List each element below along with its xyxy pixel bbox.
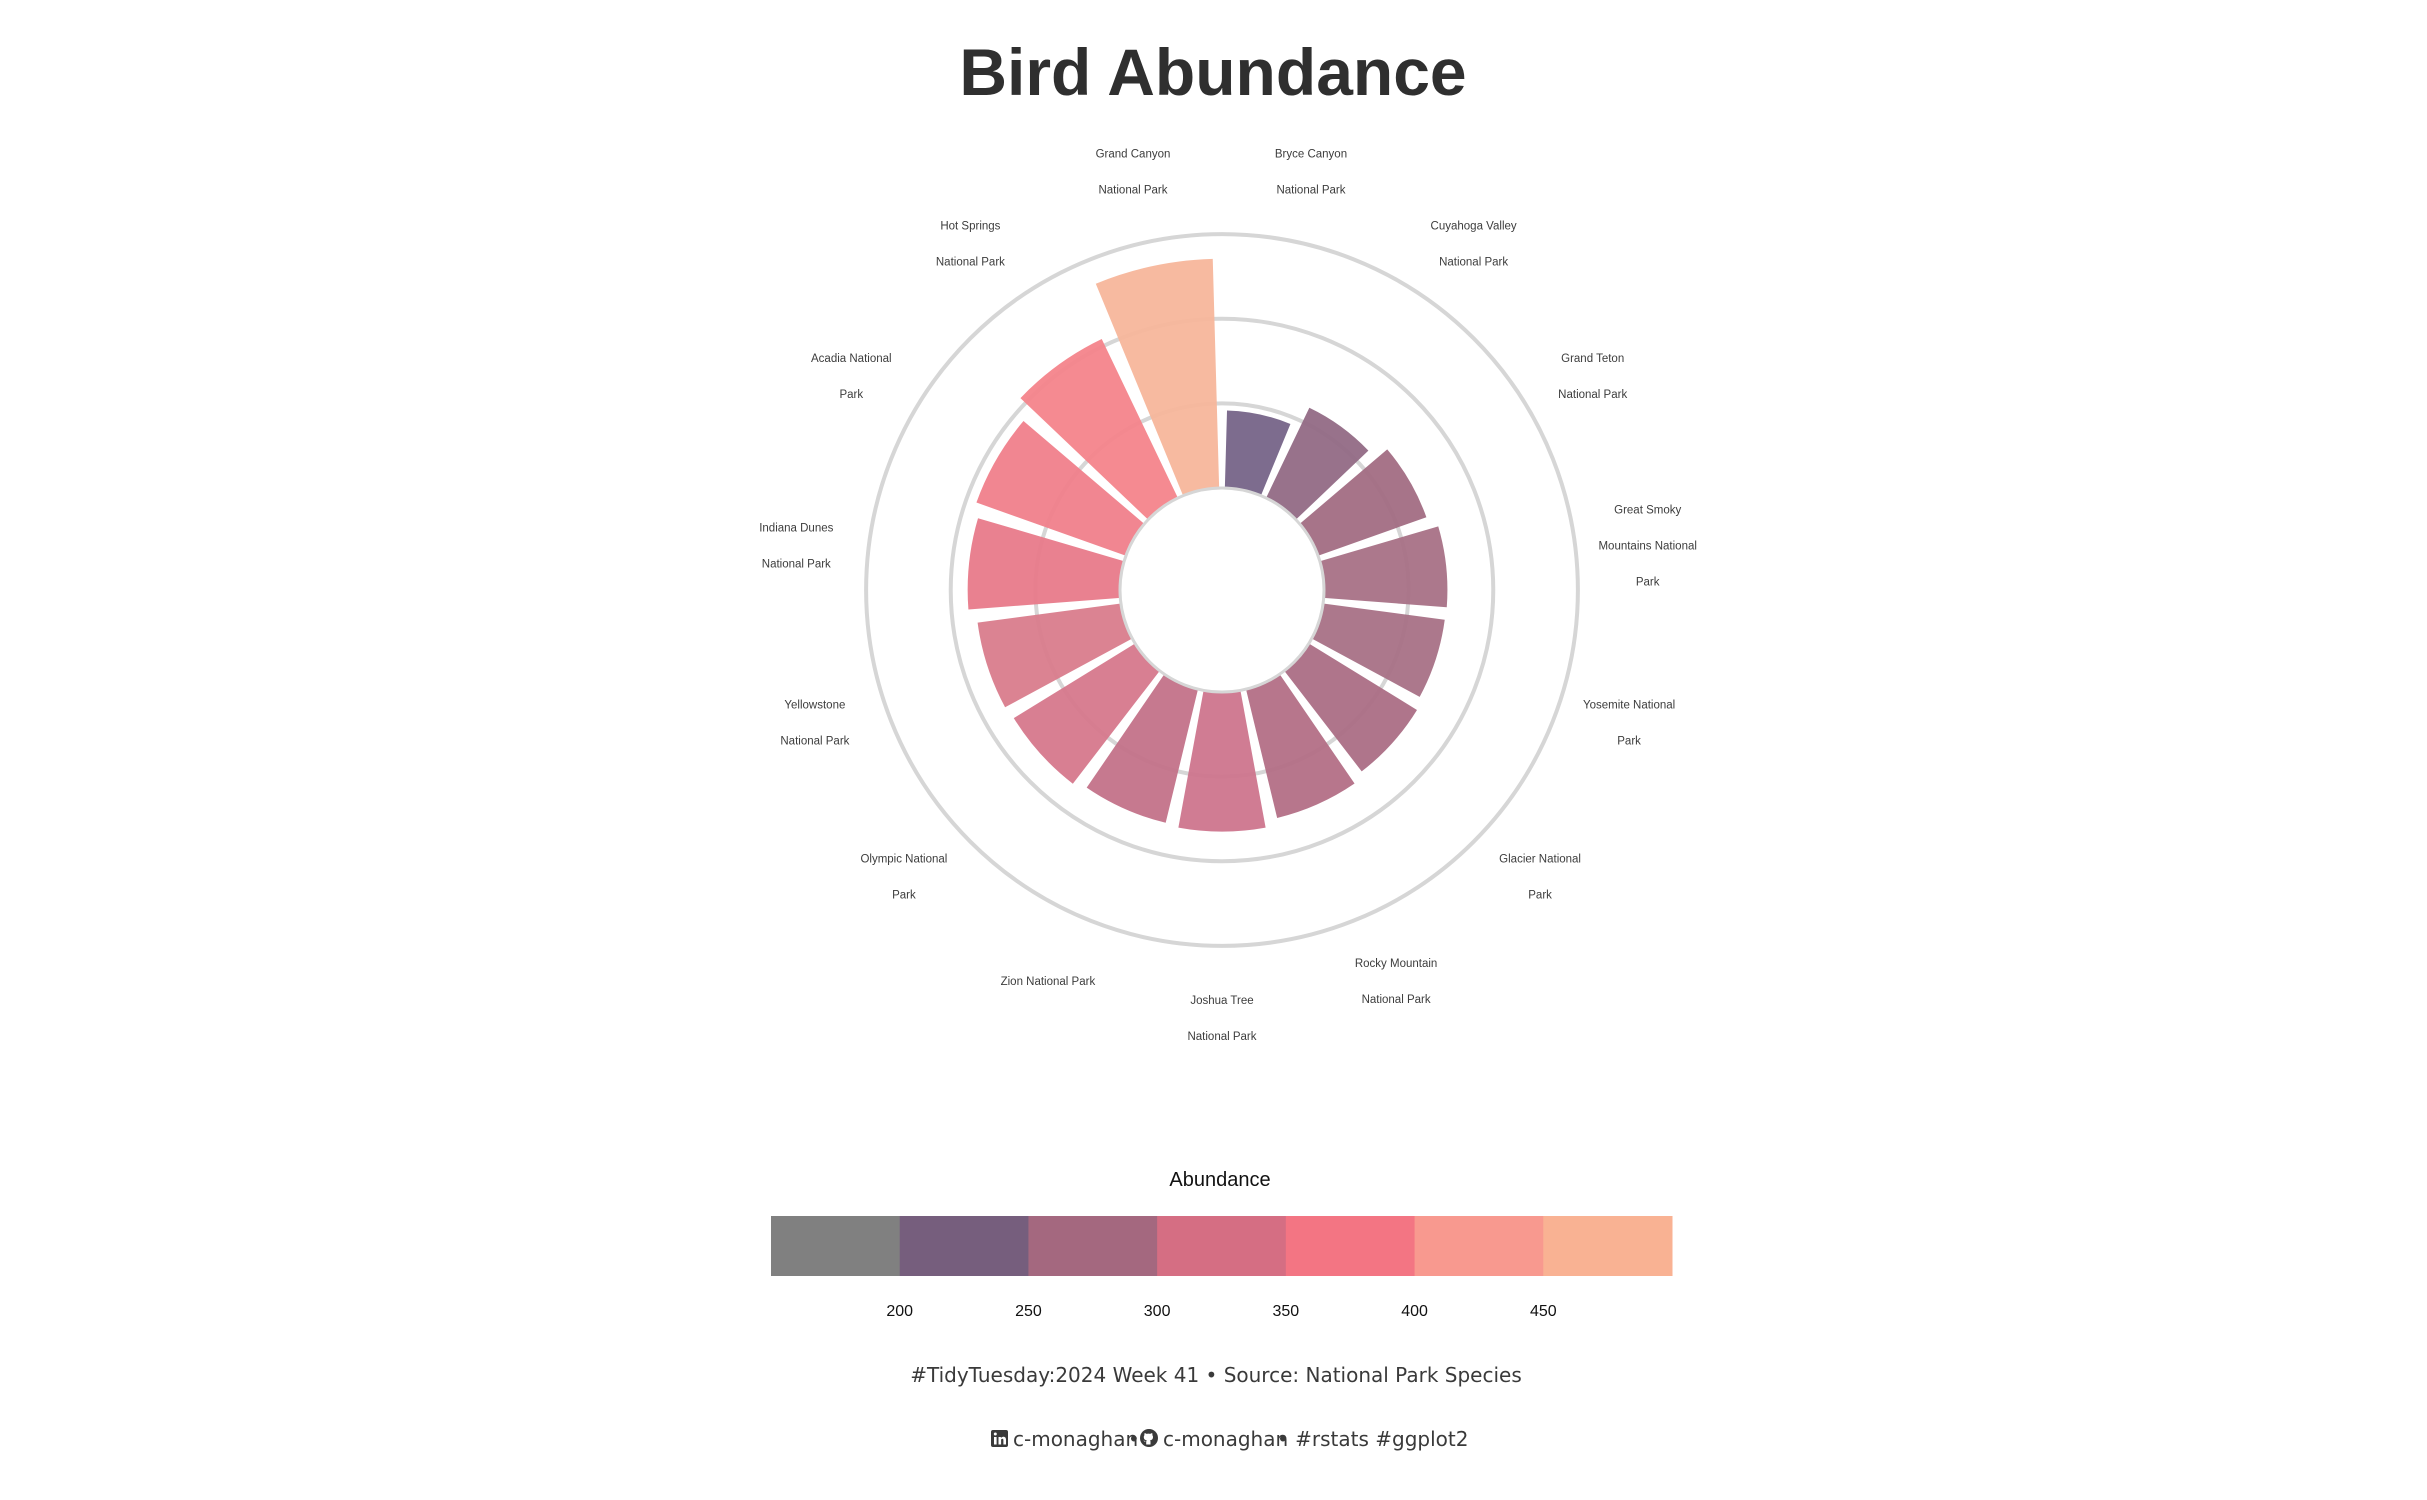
- bar-bryce-canyon-national-park: [1224, 410, 1291, 496]
- category-label: Great Smoky Mountains National Park: [1598, 504, 1696, 588]
- category-label-line: Park: [1636, 576, 1660, 588]
- category-label-line: Yosemite National: [1583, 699, 1675, 711]
- category-label-line: National Park: [1362, 994, 1431, 1006]
- category-label: Yosemite National Park: [1583, 699, 1675, 747]
- bar-yosemite-national-park: [1311, 603, 1445, 697]
- inner-hole: [1118, 486, 1326, 694]
- bar-olympic-national-park: [1013, 643, 1160, 784]
- gridline-circle-2: [948, 316, 1496, 864]
- legend-title: Abundance: [1169, 1169, 1270, 1191]
- category-label-line: Yellowstone: [784, 699, 845, 711]
- legend-tick-label: 300: [1144, 1303, 1171, 1320]
- category-label-line: Bryce Canyon: [1275, 148, 1347, 160]
- bar-yellowstone-national-park: [977, 603, 1133, 708]
- legend-ticks: 200 250 300 350 400 450: [886, 1303, 1556, 1320]
- bar-rocky-mountain-national-park: [1245, 674, 1355, 819]
- bar-acadia-national-park: [976, 421, 1145, 556]
- bar-grand-teton-national-park: [1299, 449, 1427, 556]
- chart-title: Bird Abundance: [959, 35, 1466, 109]
- category-label-line: Rocky Mountain: [1355, 958, 1437, 970]
- category-label-line: Great Smoky: [1614, 504, 1681, 516]
- category-label: Bryce Canyon National Park: [1275, 148, 1347, 196]
- category-label-line: Park: [839, 389, 863, 401]
- category-label: Grand Teton National Park: [1558, 353, 1627, 401]
- category-label: Acadia National Park: [811, 353, 892, 401]
- github-icon: [1140, 1429, 1158, 1447]
- category-label-line: Park: [1617, 735, 1641, 747]
- category-label-line: Grand Teton: [1561, 353, 1624, 365]
- bar-grand-canyon-national-park: [1095, 258, 1220, 496]
- caption-separator: •: [1128, 1427, 1140, 1451]
- category-label-line: National Park: [1098, 184, 1167, 196]
- category-label: Olympic National Park: [860, 853, 947, 901]
- category-label-line: Indiana Dunes: [759, 522, 833, 534]
- category-label-line: National Park: [936, 257, 1005, 269]
- category-label-line: National Park: [1439, 257, 1508, 269]
- category-label: Glacier National Park: [1499, 853, 1581, 901]
- legend-tick-label: 200: [886, 1303, 913, 1320]
- bars-group: [967, 258, 1448, 832]
- linkedin-icon: [991, 1430, 1008, 1447]
- category-label: Grand Canyon National Park: [1096, 148, 1171, 196]
- legend-tick-label: 250: [1015, 1303, 1042, 1320]
- category-label-line: Glacier National: [1499, 853, 1581, 865]
- category-label-line: Acadia National: [811, 353, 892, 365]
- category-label-line: Cuyahoga Valley: [1431, 221, 1517, 233]
- bar-glacier-national-park: [1284, 643, 1417, 772]
- legend-bin-1: [771, 1216, 901, 1276]
- legend-tick-label: 350: [1273, 1303, 1300, 1320]
- category-label-line: Zion National Park: [1001, 976, 1096, 988]
- category-label: Yellowstone National Park: [780, 699, 849, 747]
- bar-cuyahoga-valley-national-park: [1266, 407, 1369, 520]
- category-label: Hot Springs National Park: [936, 221, 1005, 269]
- category-label-line: National Park: [1558, 389, 1627, 401]
- category-label-line: Joshua Tree: [1190, 995, 1253, 1007]
- category-label-line: Park: [892, 889, 916, 901]
- category-label-line: National Park: [1276, 184, 1345, 196]
- legend-bin-6: [1414, 1216, 1544, 1276]
- legend-bin-5: [1285, 1216, 1416, 1276]
- category-label-line: Mountains National: [1598, 540, 1696, 552]
- legend-tick-label: 400: [1401, 1303, 1428, 1320]
- category-label: Cuyahoga Valley National Park: [1431, 221, 1517, 269]
- legend-colorbar: [771, 1216, 1673, 1276]
- caption: #TidyTuesday:2024 Week 41 • Source: Nati…: [910, 1363, 1522, 1451]
- legend-tick-label: 450: [1530, 1303, 1557, 1320]
- category-label: Joshua Tree National Park: [1187, 995, 1256, 1043]
- linkedin-handle: c-monaghan: [1013, 1427, 1138, 1451]
- category-label-line: Park: [1528, 889, 1552, 901]
- bar-joshua-tree-national-park: [1178, 690, 1266, 832]
- caption-tags: • #rstats #ggplot2: [1277, 1427, 1468, 1451]
- github-handle: c-monaghan: [1163, 1427, 1288, 1451]
- caption-line-1: #TidyTuesday:2024 Week 41 • Source: Nati…: [910, 1363, 1522, 1387]
- category-label-line: Olympic National: [860, 853, 947, 865]
- bar-great-smoky-mountains-national-park: [1319, 526, 1448, 608]
- legend: Abundance 200 250 300 350 400 450: [771, 1169, 1673, 1320]
- legend-bin-7: [1543, 1216, 1673, 1276]
- legend-bin-3: [1028, 1216, 1158, 1276]
- gridline-circle-3: [864, 232, 1580, 948]
- category-label-line: National Park: [780, 735, 849, 747]
- category-label-line: National Park: [1187, 1031, 1256, 1043]
- bar-indiana-dunes-national-park: [967, 518, 1125, 610]
- legend-bin-4: [1157, 1216, 1287, 1276]
- category-label: Indiana Dunes National Park: [759, 522, 833, 570]
- category-label: Rocky Mountain National Park: [1355, 958, 1437, 1006]
- category-label-line: Hot Springs: [940, 221, 1000, 233]
- category-label-line: National Park: [762, 558, 831, 570]
- bar-hot-springs-national-park: [1020, 339, 1178, 520]
- legend-bin-2: [899, 1216, 1029, 1276]
- category-label: Zion National Park: [1001, 976, 1096, 988]
- caption-line-2: c-monaghan • c-monaghan • #rstats #ggplo…: [991, 1427, 1468, 1451]
- category-label-line: Grand Canyon: [1096, 148, 1171, 160]
- bar-zion-national-park: [1086, 674, 1199, 823]
